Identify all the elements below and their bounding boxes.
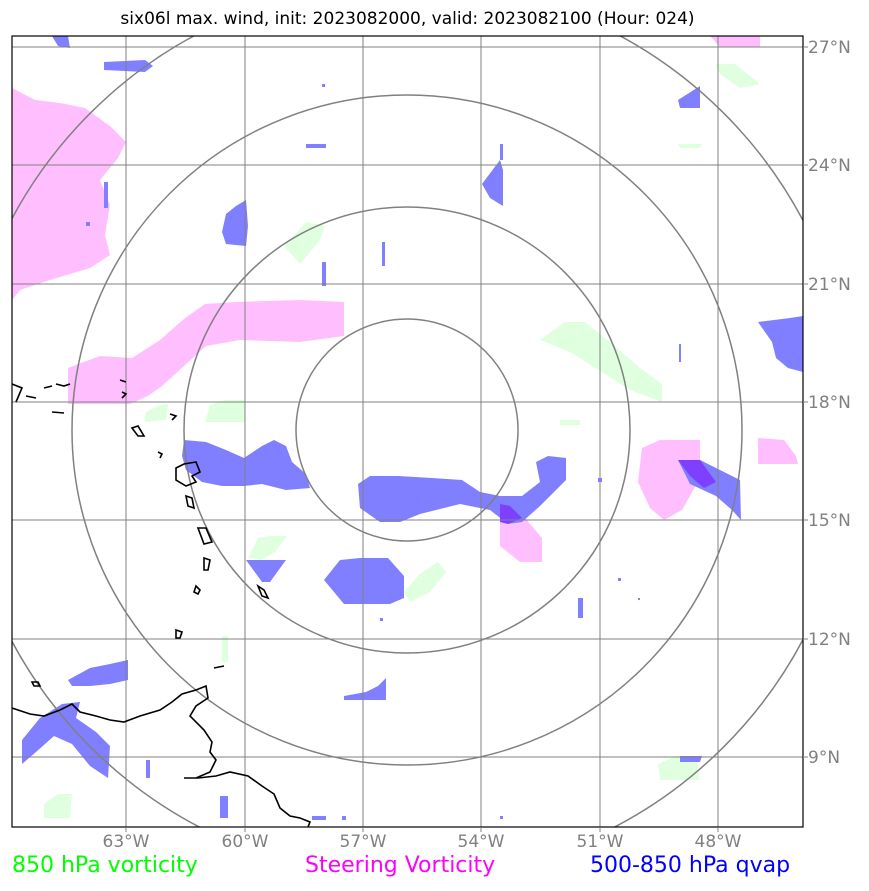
lon-label: 51°W <box>577 832 624 852</box>
lon-label: 63°W <box>103 832 150 852</box>
longitude-labels: 63°W 60°W 57°W 54°W 51°W 48°W <box>103 832 742 852</box>
overlap-layer <box>500 460 716 524</box>
legend-qvap: 500-850 hPa qvap <box>590 853 791 878</box>
map-title: six06l max. wind, init: 2023082000, vali… <box>120 9 695 29</box>
lat-label: 15°N <box>808 511 851 531</box>
steering-vorticity-layer <box>12 36 798 562</box>
tick-marks <box>125 46 808 832</box>
lon-label: 48°W <box>695 832 742 852</box>
lat-label: 18°N <box>808 393 851 413</box>
qvap-layer <box>22 36 803 818</box>
legend-850-vorticity: 850 hPa vorticity <box>12 853 198 878</box>
lat-label: 27°N <box>808 38 851 58</box>
minor-features <box>46 84 640 820</box>
lon-label: 60°W <box>222 832 269 852</box>
lon-label: 57°W <box>340 832 387 852</box>
legend-steering-vorticity: Steering Vorticity <box>305 853 496 878</box>
lat-label: 9°N <box>808 748 840 768</box>
lat-label: 12°N <box>808 630 851 650</box>
latitude-labels: 27°N 24°N 21°N 18°N 15°N 12°N 9°N <box>808 38 851 768</box>
map-frame <box>11 35 804 828</box>
lat-label: 24°N <box>808 156 851 176</box>
range-rings <box>12 36 803 827</box>
vorticity-850-layer <box>44 64 760 818</box>
coastline <box>12 379 312 827</box>
graticule <box>12 36 803 827</box>
lat-label: 21°N <box>808 275 851 295</box>
lon-label: 54°W <box>458 832 505 852</box>
